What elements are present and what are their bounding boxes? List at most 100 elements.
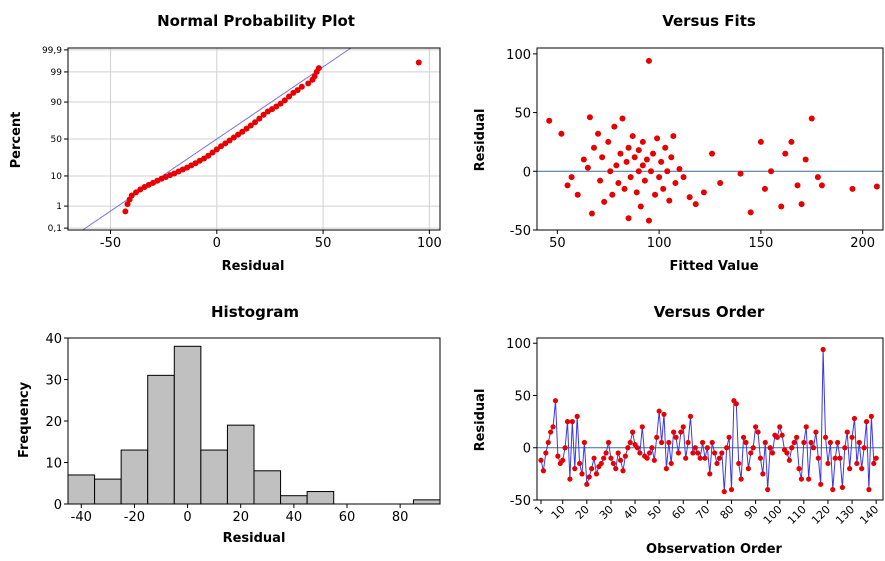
y-tick-label: 0 [523, 165, 531, 180]
data-point [716, 455, 723, 461]
histogram-bar [226, 424, 255, 505]
data-point [311, 73, 318, 80]
data-point [650, 150, 657, 157]
data-point [818, 182, 825, 189]
data-point [687, 413, 694, 419]
x-tick-label: 80 [718, 503, 737, 522]
data-point [586, 114, 593, 121]
data-point [767, 445, 773, 451]
data-point [543, 450, 549, 456]
data-point [866, 486, 872, 493]
data-point [540, 468, 547, 474]
data-point [873, 455, 879, 461]
data-point [617, 150, 624, 157]
data-point [794, 434, 800, 440]
x-tick-label: -20 [124, 510, 145, 525]
data-point [252, 119, 259, 126]
data-point [702, 455, 708, 461]
data-point [849, 434, 855, 440]
data-point [818, 481, 824, 487]
y-axis-label: Frequency [17, 381, 32, 458]
data-point [778, 203, 785, 210]
data-point [822, 434, 829, 440]
data-point [595, 130, 602, 137]
plot-frame [536, 337, 884, 501]
data-point [608, 455, 614, 461]
data-point [849, 185, 856, 192]
x-tick-label: 100 [761, 503, 785, 527]
data-point [273, 103, 280, 110]
x-tick-label: 90 [742, 503, 761, 522]
data-point [589, 466, 595, 472]
y-tick-label: 20 [45, 415, 62, 430]
data-point [625, 215, 632, 222]
data-point [717, 180, 724, 187]
data-point [580, 156, 587, 163]
data-point [305, 80, 312, 87]
x-tick-label: 60 [669, 503, 688, 522]
data-point [625, 144, 632, 151]
x-tick-label: 100 [417, 236, 442, 251]
data-point [820, 346, 826, 353]
data-point [590, 144, 597, 151]
data-point [622, 453, 628, 459]
data-point [873, 183, 880, 190]
data-point [572, 466, 578, 472]
data-point [743, 439, 749, 446]
data-point [663, 466, 669, 472]
data-point [839, 484, 846, 491]
data-point [579, 471, 585, 477]
data-point [558, 130, 565, 137]
data-point [226, 137, 233, 144]
data-point [765, 486, 771, 493]
x-tick-label: 140 [857, 503, 881, 527]
data-point [810, 445, 817, 451]
data-point [748, 450, 754, 456]
data-point [806, 476, 812, 482]
chart-title: Normal Probability Plot [157, 12, 355, 30]
data-point [851, 415, 858, 422]
data-point [815, 455, 821, 461]
histogram-bar [147, 374, 175, 505]
x-tick-label: 100 [647, 236, 672, 251]
data-point [631, 154, 638, 161]
data-point [755, 429, 761, 435]
histogram-bar [120, 449, 149, 505]
data-point [842, 445, 848, 451]
data-point [712, 450, 718, 456]
x-tick-label: 40 [621, 503, 640, 522]
y-tick-label: 0 [523, 442, 531, 457]
x-tick-label: 70 [693, 503, 712, 522]
data-point [675, 450, 682, 456]
y-tick-label: 50 [514, 107, 531, 122]
data-point [692, 445, 698, 451]
data-point [593, 471, 600, 477]
y-tick-label: 40 [45, 332, 62, 347]
data-point [825, 460, 831, 467]
data-point [714, 460, 720, 467]
data-point [798, 476, 805, 482]
data-point [122, 208, 129, 215]
data-point [837, 455, 843, 461]
data-point [213, 146, 220, 153]
data-point [827, 439, 833, 446]
data-point [239, 128, 246, 135]
data-point [646, 450, 653, 456]
data-point [218, 143, 225, 150]
data-point [574, 413, 580, 419]
versus-order-panel: Versus Order Observation Order Residual … [473, 303, 884, 557]
data-point [294, 87, 301, 94]
data-point [726, 434, 732, 440]
histogram-bar [253, 470, 282, 505]
y-tick-label: 0 [54, 498, 62, 513]
data-point [605, 138, 612, 145]
data-point [736, 460, 742, 467]
data-point [598, 460, 604, 467]
data-point [692, 201, 699, 208]
data-point [803, 424, 809, 430]
x-tick-label: -50 [100, 236, 121, 251]
data-point [615, 180, 622, 187]
data-point [652, 191, 659, 198]
y-tick-label: 10 [51, 172, 63, 182]
data-point [859, 466, 865, 472]
